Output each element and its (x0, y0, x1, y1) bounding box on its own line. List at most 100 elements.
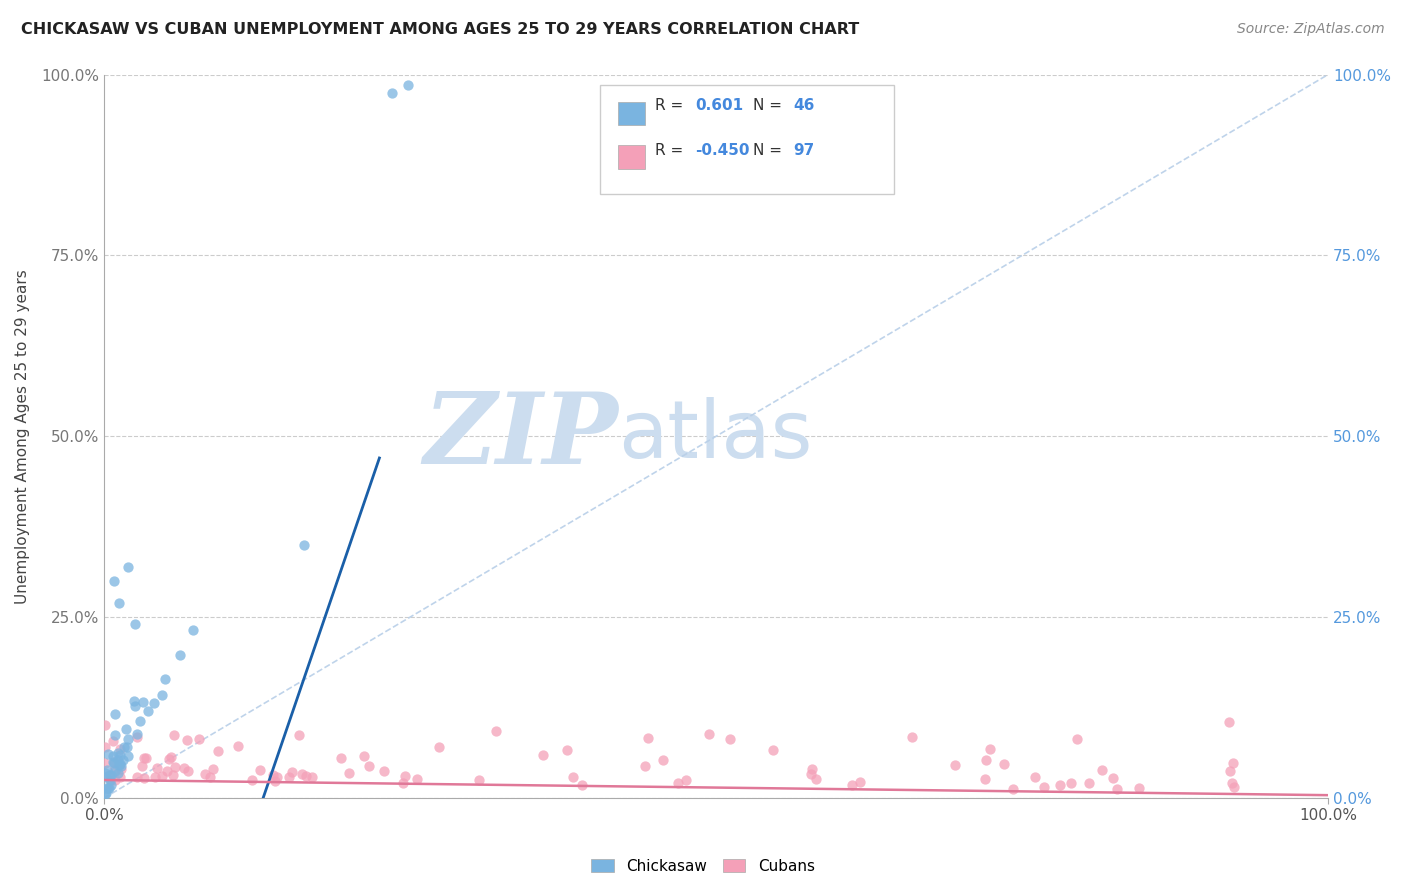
Point (278, 770, 301, 784)
Point (281, 765, 304, 780)
Text: -0.450: -0.450 (695, 143, 749, 158)
Point (117, 559, 139, 574)
Point (1222, 780, 1244, 794)
Point (98, 773, 121, 788)
Point (150, 688, 173, 702)
Text: atlas: atlas (619, 397, 813, 475)
Point (652, 753, 675, 767)
Point (94, 787, 117, 801)
Point (1078, 776, 1101, 790)
Point (329, 751, 352, 765)
Point (135, 751, 157, 765)
Point (117, 731, 139, 746)
Point (108, 748, 131, 763)
Point (979, 742, 1001, 756)
Point (1091, 763, 1114, 777)
Point (718, 731, 741, 746)
Point (1128, 780, 1150, 795)
Point (675, 773, 697, 788)
Point (800, 767, 823, 781)
Point (291, 766, 314, 780)
Point (107, 766, 129, 780)
Point (98, 768, 121, 782)
Point (169, 648, 191, 662)
Point (98, 767, 121, 781)
Point (146, 761, 169, 775)
Point (96, 763, 118, 777)
Point (173, 762, 195, 776)
Point (101, 756, 124, 770)
Point (357, 759, 380, 773)
Point (848, 775, 870, 789)
Text: Source: ZipAtlas.com: Source: ZipAtlas.com (1237, 22, 1385, 37)
Point (131, 695, 153, 709)
FancyBboxPatch shape (619, 102, 645, 125)
Point (110, 759, 132, 773)
Point (531, 747, 554, 762)
Point (160, 749, 183, 764)
Point (143, 696, 166, 710)
Point (181, 623, 204, 637)
Point (117, 748, 139, 763)
Point (198, 770, 221, 784)
Point (800, 762, 823, 776)
Text: ZIP: ZIP (423, 388, 619, 484)
Point (127, 727, 149, 741)
Point (104, 707, 127, 722)
Point (94, 756, 117, 771)
Point (1059, 776, 1081, 790)
Point (806, 772, 828, 786)
Point (103, 734, 125, 748)
Point (165, 759, 187, 773)
Point (292, 538, 315, 552)
Point (901, 731, 924, 745)
Point (1024, 770, 1046, 784)
Point (249, 763, 271, 777)
Point (1002, 781, 1025, 796)
Point (974, 772, 997, 787)
Point (1049, 778, 1071, 792)
Point (94, 766, 117, 780)
Point (666, 776, 689, 790)
Point (112, 753, 135, 767)
Point (107, 753, 129, 767)
Point (97, 780, 120, 795)
Point (391, 776, 413, 790)
Point (207, 744, 229, 758)
Point (96, 771, 118, 785)
Point (96, 747, 118, 761)
Point (266, 770, 288, 784)
Point (162, 768, 184, 782)
Point (103, 763, 125, 777)
Point (115, 739, 138, 754)
Point (104, 764, 127, 779)
Point (1219, 764, 1241, 778)
Point (1101, 771, 1123, 785)
FancyBboxPatch shape (619, 145, 645, 169)
Point (127, 770, 149, 784)
Point (993, 756, 1015, 771)
Point (110, 742, 132, 756)
Point (202, 762, 225, 776)
Point (155, 672, 177, 686)
Point (295, 769, 318, 783)
Point (112, 740, 135, 755)
Point (188, 732, 211, 747)
Point (301, 770, 323, 784)
Point (100, 778, 122, 792)
Point (337, 765, 360, 780)
Point (194, 767, 217, 781)
Point (104, 772, 127, 787)
Point (637, 731, 659, 745)
Point (94, 739, 117, 754)
Point (262, 768, 284, 782)
FancyBboxPatch shape (600, 86, 894, 194)
Point (353, 749, 375, 764)
Point (129, 714, 152, 728)
Point (100, 768, 122, 782)
Point (1220, 775, 1243, 789)
Text: 46: 46 (793, 98, 814, 113)
Point (396, 78, 419, 93)
Text: CHICKASAW VS CUBAN UNEMPLOYMENT AMONG AGES 25 TO 29 YEARS CORRELATION CHART: CHICKASAW VS CUBAN UNEMPLOYMENT AMONG AG… (21, 22, 859, 37)
Point (143, 770, 166, 784)
